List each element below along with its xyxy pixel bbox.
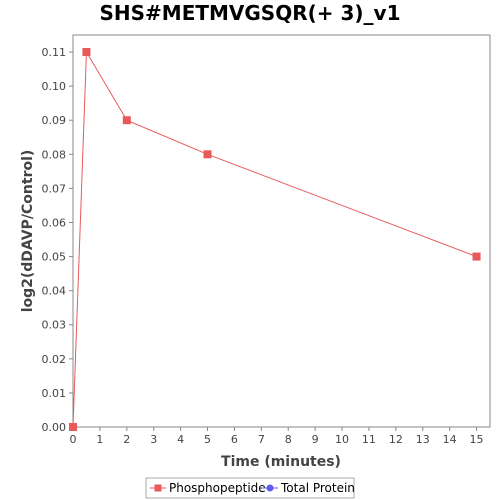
legend: Phosphopeptide Total Protein: [145, 477, 355, 499]
legend-box: [145, 477, 355, 499]
y-tick-label: 0.07: [42, 182, 67, 195]
x-tick-label: 8: [285, 433, 292, 446]
plot-area: [72, 34, 491, 428]
legend-marker-0: [154, 484, 162, 492]
y-tick-label: 0.05: [42, 251, 67, 264]
series-layer: [69, 48, 481, 431]
y-tick-label: 0.01: [42, 387, 67, 400]
y-tick-label: 0.09: [42, 114, 67, 127]
y-axis-label: log2(dDAVP/Control): [20, 150, 36, 313]
x-tick-label: 15: [470, 433, 484, 446]
data-point: [122, 116, 131, 125]
data-point: [82, 48, 91, 57]
legend-label-0: Phosphopeptide: [169, 481, 266, 495]
x-tick-label: 4: [177, 433, 184, 446]
x-tick-label: 14: [443, 433, 457, 446]
x-axis-ticks: 0 1 2 3 4 5 6 7 8 9 10 11 12 13 14 15: [70, 427, 484, 446]
x-tick-label: 6: [231, 433, 238, 446]
x-tick-label: 13: [416, 433, 430, 446]
data-point: [69, 423, 77, 431]
legend-label-1: Total Protein: [280, 481, 355, 495]
x-tick-label: 1: [96, 433, 103, 446]
data-point: [203, 150, 212, 159]
x-tick-label: 12: [389, 433, 403, 446]
x-tick-label: 11: [362, 433, 376, 446]
y-tick-label: 0.11: [42, 46, 67, 59]
y-axis-ticks: 0.00 0.01 0.02 0.03 0.04 0.05 0.06 0.07 0.08 0.09…: [42, 46, 73, 434]
x-tick-label: 0: [70, 433, 77, 446]
data-point: [472, 252, 481, 261]
x-tick-label: 2: [123, 433, 130, 446]
y-tick-label: 0.08: [42, 148, 67, 161]
x-tick-label: 5: [204, 433, 211, 446]
y-tick-label: 0.04: [42, 285, 67, 298]
y-tick-label: 0.03: [42, 319, 67, 332]
x-tick-label: 7: [258, 433, 265, 446]
x-tick-label: 10: [335, 433, 349, 446]
y-tick-label: 0.02: [42, 353, 67, 366]
legend-marker-1: [266, 484, 274, 492]
chart-title: SHS#METMVGSQR(+ 3)_v1: [100, 1, 401, 25]
x-tick-label: 9: [312, 433, 319, 446]
y-tick-label: 0.00: [42, 421, 67, 434]
x-tick-label: 3: [150, 433, 157, 446]
y-tick-label: 0.10: [42, 80, 67, 93]
y-tick-label: 0.06: [42, 216, 67, 229]
x-axis-label: Time (minutes): [221, 454, 341, 470]
